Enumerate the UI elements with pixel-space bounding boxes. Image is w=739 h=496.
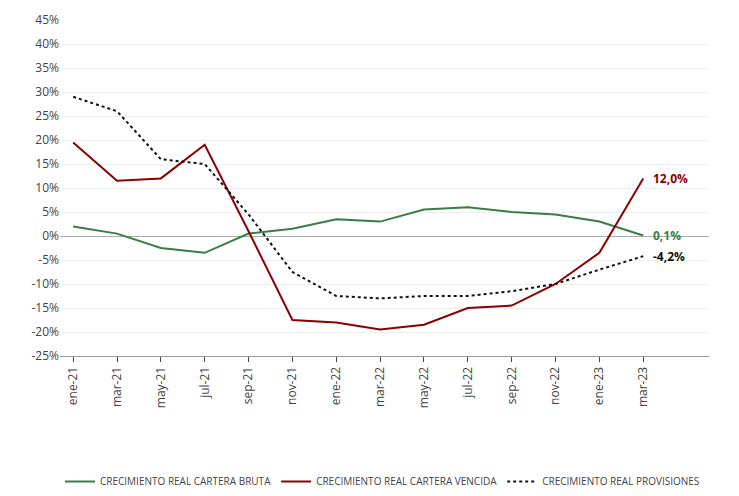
svg-text:nov-21: nov-21 (283, 367, 300, 405)
svg-text:25%: 25% (35, 107, 59, 124)
svg-text:mar-21: mar-21 (108, 367, 125, 407)
svg-text:jul-22: jul-22 (459, 367, 476, 399)
svg-text:sep-21: sep-21 (239, 367, 256, 404)
svg-text:CRECIMIENTO REAL CARTERA BRUTA: CRECIMIENTO REAL CARTERA BRUTA (100, 474, 271, 488)
svg-text:ene-23: ene-23 (590, 367, 607, 406)
svg-text:-15%: -15% (31, 299, 59, 316)
svg-text:sep-22: sep-22 (503, 367, 520, 405)
svg-text:30%: 30% (35, 83, 59, 100)
svg-text:-20%: -20% (31, 323, 59, 340)
svg-text:nov-22: nov-22 (546, 367, 563, 405)
svg-text:CRECIMIENTO REAL PROVISIONES: CRECIMIENTO REAL PROVISIONES (542, 474, 699, 488)
svg-text:jul-21: jul-21 (196, 367, 213, 399)
svg-text:ene-21: ene-21 (64, 367, 81, 405)
svg-text:40%: 40% (35, 35, 59, 52)
svg-text:-25%: -25% (31, 347, 59, 364)
svg-text:10%: 10% (35, 179, 59, 196)
svg-text:-4,2%: -4,2% (653, 248, 685, 265)
svg-text:5%: 5% (42, 203, 59, 220)
svg-text:12,0%: 12,0% (653, 170, 688, 187)
svg-text:15%: 15% (35, 155, 59, 172)
svg-text:0,1%: 0,1% (653, 227, 681, 244)
svg-text:may-21: may-21 (152, 367, 169, 408)
svg-text:-10%: -10% (31, 275, 59, 292)
svg-text:45%: 45% (35, 11, 59, 28)
svg-text:may-22: may-22 (415, 367, 432, 409)
svg-text:CRECIMIENTO REAL CARTERA VENCI: CRECIMIENTO REAL CARTERA VENCIDA (316, 474, 497, 488)
svg-text:mar-22: mar-22 (371, 367, 388, 407)
svg-text:0%: 0% (42, 227, 59, 244)
svg-text:20%: 20% (35, 131, 59, 148)
svg-text:mar-23: mar-23 (634, 367, 651, 407)
svg-text:35%: 35% (35, 59, 59, 76)
svg-text:-5%: -5% (38, 251, 59, 268)
svg-text:ene-22: ene-22 (327, 367, 344, 406)
